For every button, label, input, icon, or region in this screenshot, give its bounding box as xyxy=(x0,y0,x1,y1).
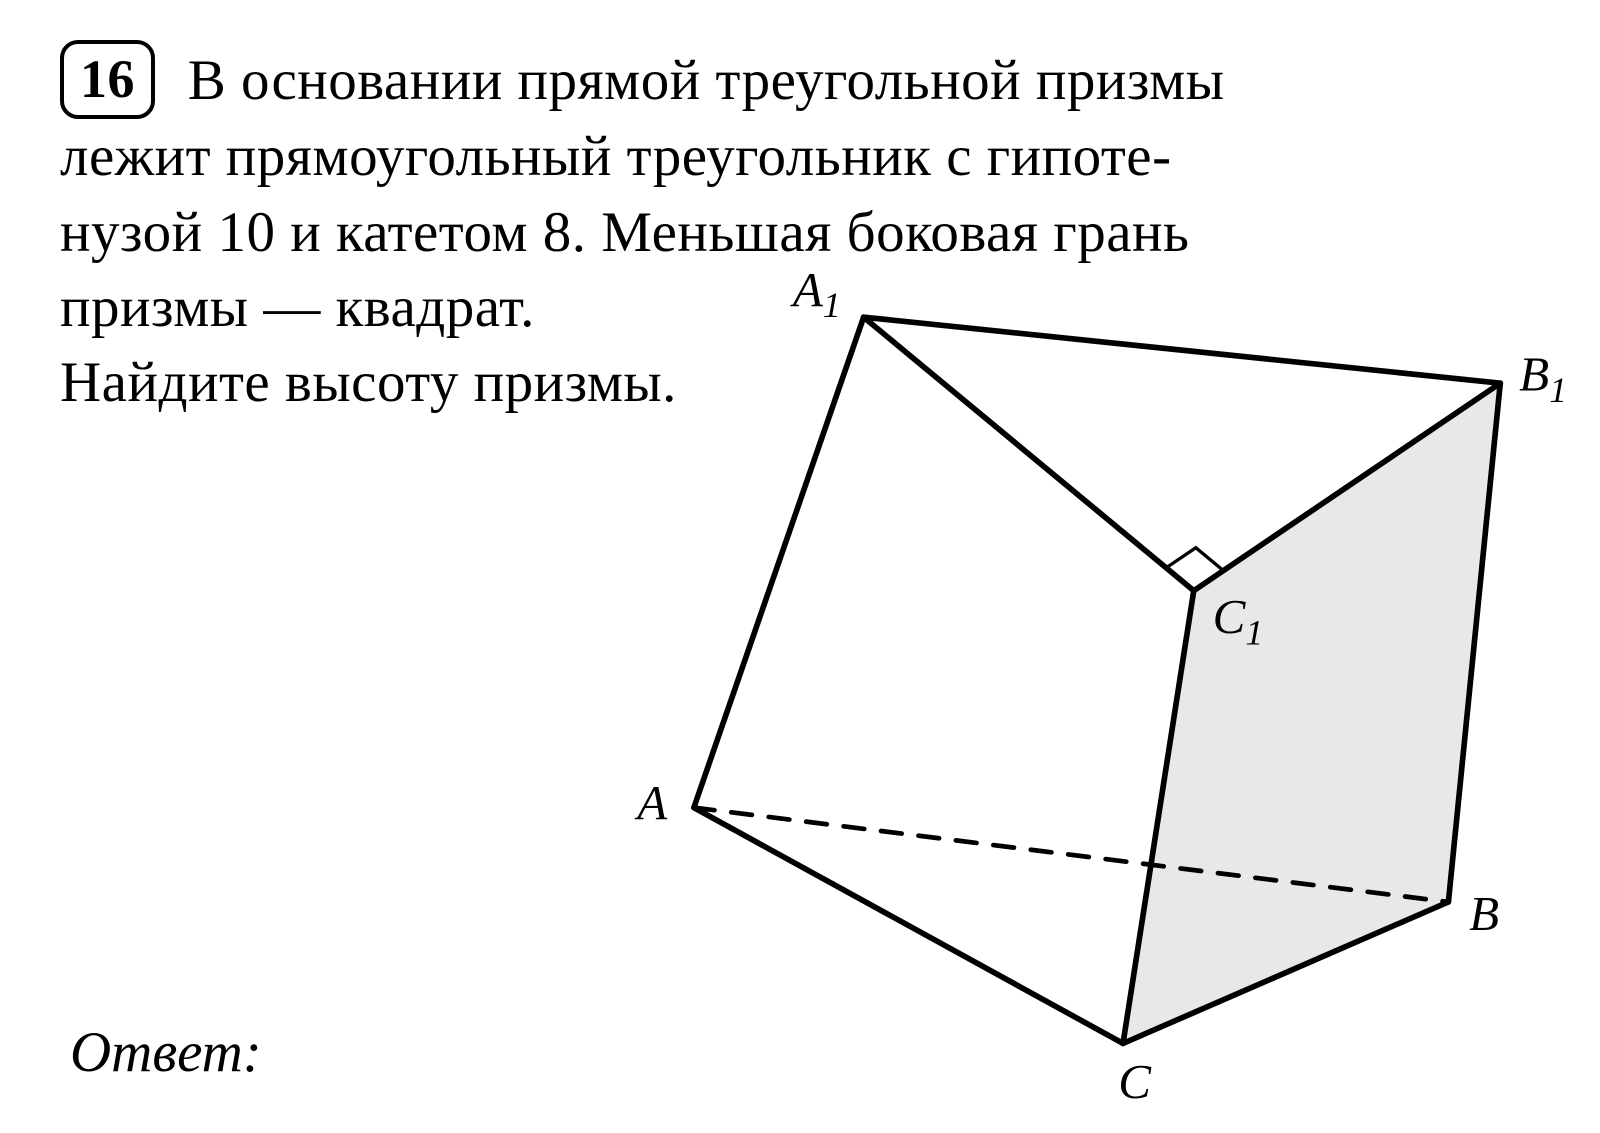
prism-svg: ABCA1B1C1 xyxy=(600,270,1580,1100)
problem-line-2: лежит прямоугольный треугольник с гипоте… xyxy=(60,119,1550,194)
problem-line-1: В основании прямой треугольной призмы xyxy=(188,49,1225,112)
vertex-label: C xyxy=(1118,1054,1152,1109)
problem-number-badge: 16 xyxy=(60,40,155,119)
vertex-label: B xyxy=(1469,886,1499,941)
edge-solid xyxy=(864,317,1194,591)
vertex-label: B1 xyxy=(1519,347,1567,410)
shaded-face xyxy=(1123,383,1500,1043)
right-angle-marker xyxy=(1166,548,1223,571)
answer-label: Ответ: xyxy=(70,1020,262,1085)
edge-solid xyxy=(864,317,1501,383)
vertex-label: A1 xyxy=(790,262,841,325)
edge-solid xyxy=(694,317,864,807)
problem-line-3: нузой 10 и катетом 8. Меньшая боковая гр… xyxy=(60,195,1550,270)
vertex-label: A xyxy=(634,775,668,830)
page: 16 В основании прямой треугольной призмы… xyxy=(0,0,1600,1133)
prism-figure: ABCA1B1C1 xyxy=(600,270,1580,1100)
edge-solid xyxy=(694,808,1123,1044)
